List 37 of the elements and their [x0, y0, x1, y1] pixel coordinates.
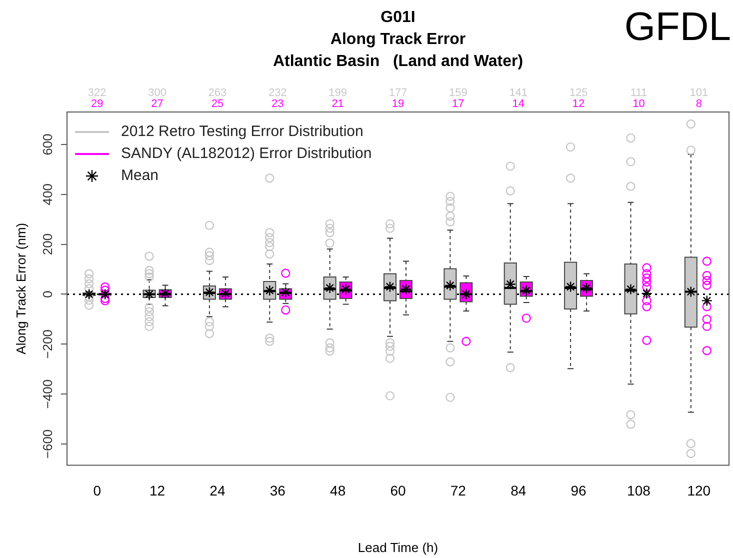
- y-tick-label: −400: [40, 379, 56, 409]
- y-tick-label: −200: [40, 329, 56, 359]
- x-tick-label: 0: [93, 482, 102, 498]
- x-tick-label: 48: [330, 482, 346, 498]
- text: 17: [452, 98, 464, 110]
- y-tick-label: −600: [40, 429, 56, 459]
- x-tick-label: 120: [687, 482, 711, 498]
- chart-title: G01I: [380, 9, 416, 26]
- text: 27: [151, 98, 164, 110]
- x-tick-label: 60: [390, 482, 406, 498]
- text: 8: [696, 98, 702, 110]
- text: 23: [272, 98, 284, 110]
- y-tick-label: 200: [40, 233, 56, 256]
- text: 12: [572, 98, 585, 110]
- x-axis-title: Lead Time (h): [358, 540, 438, 555]
- x-tick-label: 72: [450, 482, 466, 498]
- y-tick-label: 600: [40, 134, 56, 156]
- x-tick-label: 12: [149, 482, 166, 498]
- annotation: Mean: [121, 167, 159, 184]
- x-tick-label: 96: [570, 482, 587, 498]
- legend-label: 2012 Retro Testing Error Distribution: [121, 123, 364, 140]
- text: 19: [392, 98, 404, 110]
- text: 21: [332, 98, 344, 110]
- legend-label: SANDY (AL182012) Error Distribution: [121, 145, 372, 162]
- text: 14: [512, 98, 524, 110]
- x-tick-label: 108: [627, 482, 651, 498]
- y-axis-title: Along Track Error (nm): [14, 222, 29, 354]
- x-tick-label: 36: [270, 482, 286, 498]
- text: GFDL: [624, 5, 731, 49]
- text: 10: [632, 98, 645, 110]
- text: 25: [211, 98, 224, 110]
- x-tick-label: 84: [510, 482, 526, 498]
- y-tick-label: 400: [40, 184, 56, 206]
- x-tick-label: 24: [210, 482, 226, 498]
- y-tick-label: 0: [40, 290, 56, 298]
- chart-subtitle: Along Track Error Atlantic Basin (Land and Water): [272, 31, 524, 70]
- text: 29: [90, 98, 104, 110]
